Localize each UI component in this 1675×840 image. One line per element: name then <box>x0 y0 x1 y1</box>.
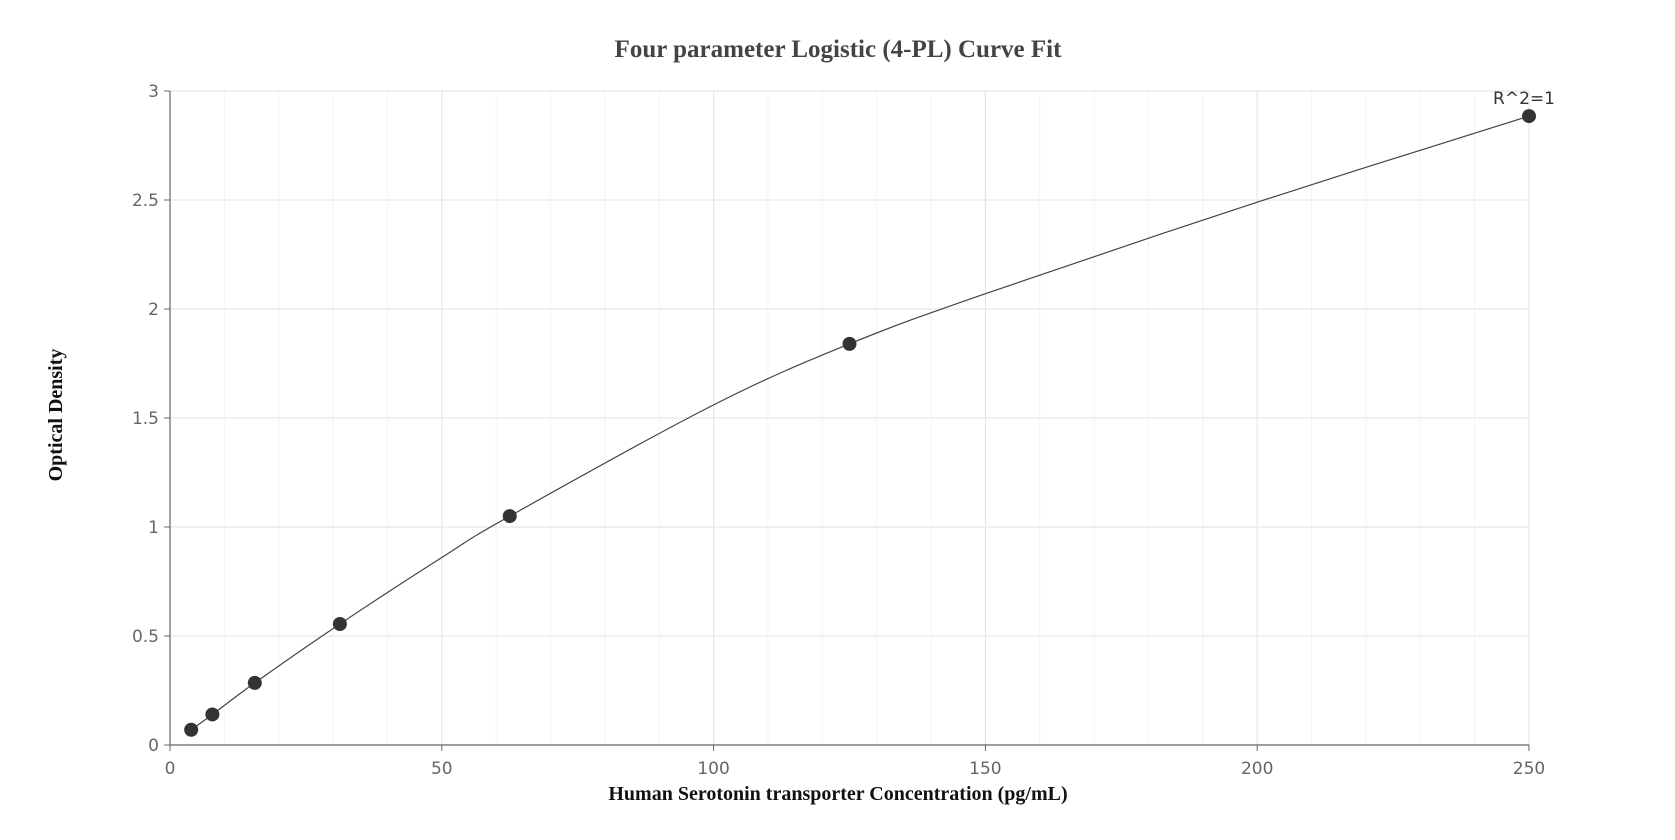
y-axis-ticks: 0 0.5 1 1.5 2 2.5 3 <box>132 82 170 756</box>
r-squared-annotation: R^2=1 <box>1493 89 1555 109</box>
fit-curve <box>190 115 1530 731</box>
x-tick-label: 100 <box>697 759 729 779</box>
x-tick-label: 150 <box>969 759 1001 779</box>
x-axis-ticks: 0 50 100 150 200 250 <box>165 745 1545 779</box>
y-tick-label: 1.5 <box>132 409 159 429</box>
y-tick-label: 1 <box>148 518 159 538</box>
x-tick-label: 0 <box>165 759 176 779</box>
data-point <box>184 722 199 737</box>
data-point <box>205 707 220 722</box>
x-tick-label: 50 <box>431 759 453 779</box>
data-point <box>502 509 517 524</box>
data-point <box>332 617 347 632</box>
chart-title: Four parameter Logistic (4-PL) Curve Fit <box>615 36 1063 63</box>
y-tick-label: 2.5 <box>132 191 159 211</box>
x-axis-title: Human Serotonin transporter Concentratio… <box>608 783 1067 805</box>
x-tick-label: 200 <box>1241 759 1273 779</box>
y-axis-title: Optical Density <box>45 349 67 482</box>
data-point <box>1522 109 1536 124</box>
x-tick-label: 250 <box>1513 759 1545 779</box>
data-points <box>184 109 1536 737</box>
y-tick-label: 3 <box>148 82 159 102</box>
data-point <box>842 336 857 351</box>
major-grid <box>170 90 1530 745</box>
y-tick-label: 0 <box>148 736 159 756</box>
y-tick-label: 0.5 <box>132 627 159 647</box>
y-tick-label: 2 <box>148 300 159 320</box>
data-point <box>247 675 262 690</box>
